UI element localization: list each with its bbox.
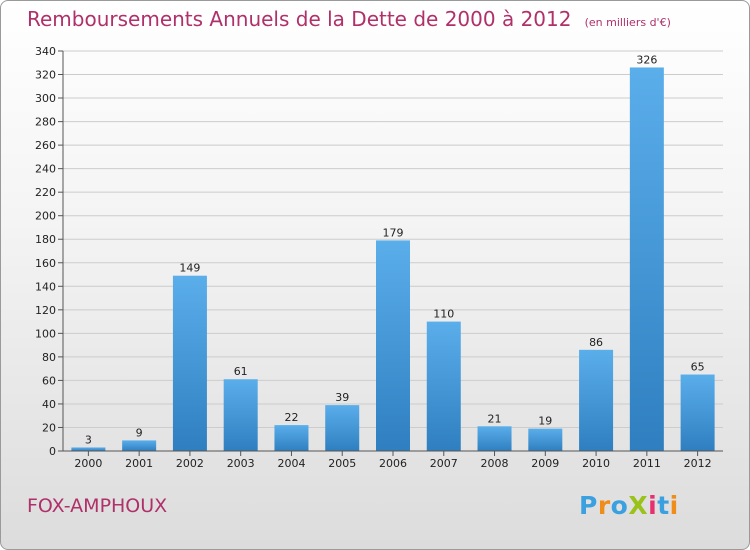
data-label: 110 <box>433 308 454 321</box>
logo-letter: r <box>597 491 611 520</box>
bar <box>71 447 106 451</box>
x-tick-label: 2010 <box>582 457 610 470</box>
data-label: 19 <box>538 415 552 428</box>
bars <box>71 67 715 452</box>
x-tick-label: 2005 <box>328 457 356 470</box>
y-tick-label: 320 <box>35 69 56 82</box>
logo-letter: i <box>648 491 658 520</box>
x-tick-label: 2000 <box>74 457 102 470</box>
y-tick-label: 40 <box>42 398 56 411</box>
bar <box>528 428 563 451</box>
bar <box>579 349 614 451</box>
y-tick-label: 160 <box>35 257 56 270</box>
x-axis-ticks: 2000 2001 2002 2003 2004 2005 2006 2007 2008 2009… <box>74 451 712 470</box>
chart-unit: (en milliers d'€) <box>584 16 671 29</box>
bar <box>629 67 664 452</box>
y-tick-label: 100 <box>35 327 56 340</box>
x-tick-label: 2011 <box>633 457 661 470</box>
data-label: 86 <box>589 336 603 349</box>
y-tick-label: 120 <box>35 304 56 317</box>
x-tick-label: 2004 <box>277 457 305 470</box>
logo-letter: t <box>657 491 670 520</box>
data-label: 39 <box>335 391 349 404</box>
data-label: 179 <box>383 226 404 239</box>
data-label: 9 <box>136 426 143 439</box>
y-tick-label: 80 <box>42 351 56 364</box>
x-tick-label: 2012 <box>684 457 712 470</box>
data-label: 22 <box>284 411 298 424</box>
x-tick-label: 2009 <box>531 457 559 470</box>
logo-letter: X <box>628 491 649 520</box>
commune-name: FOX-AMPHOUX <box>27 495 168 517</box>
y-axis-ticks: 0 20 40 60 80 100 120 140 160 180 200 220 240 260 280 3… <box>35 45 63 458</box>
x-tick-label: 2003 <box>227 457 255 470</box>
bar <box>426 321 461 451</box>
bar <box>325 405 360 451</box>
y-tick-label: 260 <box>35 139 56 152</box>
bar <box>172 275 207 451</box>
logo-letter: i <box>669 491 679 520</box>
y-tick-label: 180 <box>35 233 56 246</box>
chart-title-row: Remboursements Annuels de la Dette de 20… <box>27 7 671 31</box>
y-tick-label: 340 <box>35 45 56 58</box>
logo-letter: o <box>610 491 629 520</box>
data-label: 326 <box>636 53 657 66</box>
y-tick-label: 300 <box>35 92 56 105</box>
x-tick-label: 2008 <box>481 457 509 470</box>
bar <box>223 379 258 451</box>
bar <box>680 374 715 451</box>
y-tick-label: 200 <box>35 210 56 223</box>
y-tick-label: 140 <box>35 280 56 293</box>
y-tick-label: 280 <box>35 116 56 129</box>
proxiti-logo: ProXiti <box>579 491 679 520</box>
x-tick-label: 2002 <box>176 457 204 470</box>
x-tick-label: 2006 <box>379 457 407 470</box>
bar <box>376 240 410 451</box>
data-label: 3 <box>85 433 92 446</box>
data-label: 149 <box>179 262 200 275</box>
y-tick-label: 60 <box>42 374 56 387</box>
y-tick-label: 240 <box>35 163 56 176</box>
y-tick-label: 0 <box>49 445 56 458</box>
y-tick-label: 220 <box>35 186 56 199</box>
data-label: 61 <box>234 365 248 378</box>
logo-letter: P <box>579 491 598 520</box>
bar <box>477 426 512 451</box>
data-label: 65 <box>691 361 705 374</box>
bar <box>274 425 309 451</box>
data-label: 21 <box>488 412 502 425</box>
bar <box>122 440 157 451</box>
chart-title: Remboursements Annuels de la Dette de 20… <box>27 7 572 31</box>
y-tick-label: 20 <box>42 421 56 434</box>
x-tick-label: 2007 <box>430 457 458 470</box>
x-tick-label: 2001 <box>125 457 153 470</box>
